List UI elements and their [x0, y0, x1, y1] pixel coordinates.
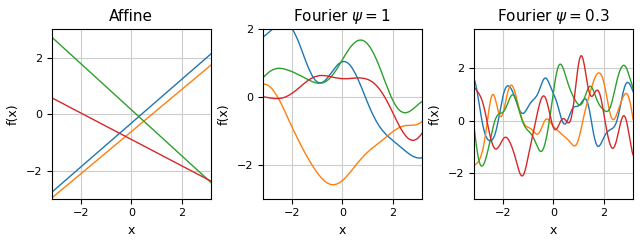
Title: Fourier $\psi= 0.3$: Fourier $\psi= 0.3$	[497, 7, 610, 26]
Title: Fourier $\psi= 1$: Fourier $\psi= 1$	[294, 7, 391, 26]
Y-axis label: f(x): f(x)	[429, 103, 442, 125]
Title: Affine: Affine	[109, 9, 154, 24]
X-axis label: x: x	[339, 224, 346, 237]
Y-axis label: f(x): f(x)	[218, 103, 231, 125]
X-axis label: x: x	[550, 224, 557, 237]
Y-axis label: f(x): f(x)	[7, 103, 20, 125]
X-axis label: x: x	[128, 224, 135, 237]
